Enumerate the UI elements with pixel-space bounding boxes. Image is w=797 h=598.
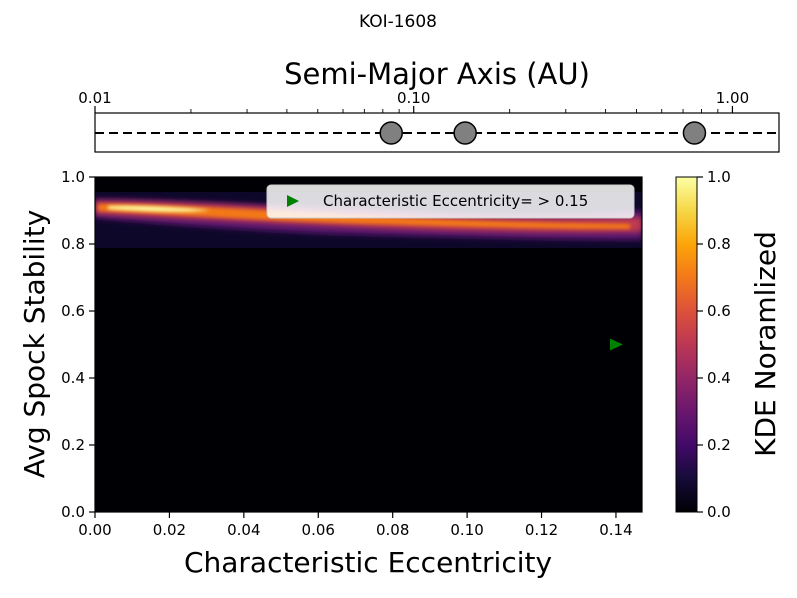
colorbar-tick-label: 0.0 xyxy=(707,503,731,521)
colorbar-ticks: 0.0 0.2 0.4 0.6 0.8 1.0 xyxy=(697,168,731,521)
kde-x-tick-label: 0.10 xyxy=(450,521,483,539)
legend-marker-triangle xyxy=(287,195,299,207)
orbit-planets xyxy=(379,121,707,145)
kde-y-tick-label: 0.4 xyxy=(61,369,85,387)
kde-x-tick-label: 0.08 xyxy=(376,521,409,539)
kde-y-tick-label: 0.8 xyxy=(61,235,85,253)
kde-y-tick-label: 1.0 xyxy=(61,168,85,186)
kde-x-tick-label: 0.12 xyxy=(525,521,558,539)
colorbar: 0.0 0.2 0.4 0.6 0.8 1.0 KDE Noramlized xyxy=(675,168,782,521)
legend-box xyxy=(266,184,635,219)
kde-x-ticks: 0.00 0.02 0.04 0.06 0.08 0.10 0.12 0.14 xyxy=(78,512,633,539)
colorbar-tick-label: 0.2 xyxy=(707,436,731,454)
colorbar-tick-label: 0.6 xyxy=(707,302,731,320)
colorbar-label: KDE Noramlized xyxy=(749,231,782,457)
orbit-tick-label: 0.10 xyxy=(397,89,430,107)
kde-panel: 0.00 0.02 0.04 0.06 0.08 0.10 0.12 0.14 0.00.20… xyxy=(18,168,643,579)
kde-y-axis-label: Avg Spock Stability xyxy=(18,210,51,479)
kde-y-tick-label: 0.0 xyxy=(61,503,85,521)
kde-x-tick-label: 0.00 xyxy=(78,521,111,539)
orbit-axis-label: Semi-Major Axis (AU) xyxy=(284,57,590,91)
kde-y-tick-label: 0.2 xyxy=(61,436,85,454)
orbit-tick-label: 1.00 xyxy=(716,89,749,107)
orbit-tick-label: 0.01 xyxy=(78,89,111,107)
kde-peak xyxy=(108,205,210,212)
legend-label: Characteristic Eccentricity= > 0.15 xyxy=(323,192,588,210)
kde-frame xyxy=(94,176,643,513)
colorbar-tick-label: 0.4 xyxy=(707,369,731,387)
orbit-frame xyxy=(94,112,780,153)
colorbar-tick-label: 1.0 xyxy=(707,168,731,186)
kde-x-tick-label: 0.14 xyxy=(599,521,632,539)
kde-x-axis-label: Characteristic Eccentricity xyxy=(184,546,552,579)
colorbar-tick-label: 0.8 xyxy=(707,235,731,253)
planet-marker xyxy=(682,121,707,145)
planet-marker xyxy=(453,121,477,145)
kde-x-tick-label: 0.06 xyxy=(302,521,335,539)
kde-y-tick-label: 0.6 xyxy=(61,302,85,320)
kde-x-tick-label: 0.02 xyxy=(153,521,186,539)
kde-marker-triangle xyxy=(609,338,623,351)
kde-x-tick-label: 0.04 xyxy=(227,521,260,539)
orbit-panel: Semi-Major Axis (AU) 0.01 0.10 1.00 xyxy=(78,57,780,153)
colorbar-gradient xyxy=(675,176,698,513)
kde-y-ticks: 0.0 0.2 0.4 0.6 0.8 1.0 xyxy=(61,168,95,521)
planet-marker xyxy=(379,121,403,145)
orbit-ticks: 0.01 0.10 1.00 xyxy=(78,89,749,113)
legend: Characteristic Eccentricity= > 0.15 xyxy=(266,184,635,219)
figure-title: KOI-1608 xyxy=(359,12,437,32)
